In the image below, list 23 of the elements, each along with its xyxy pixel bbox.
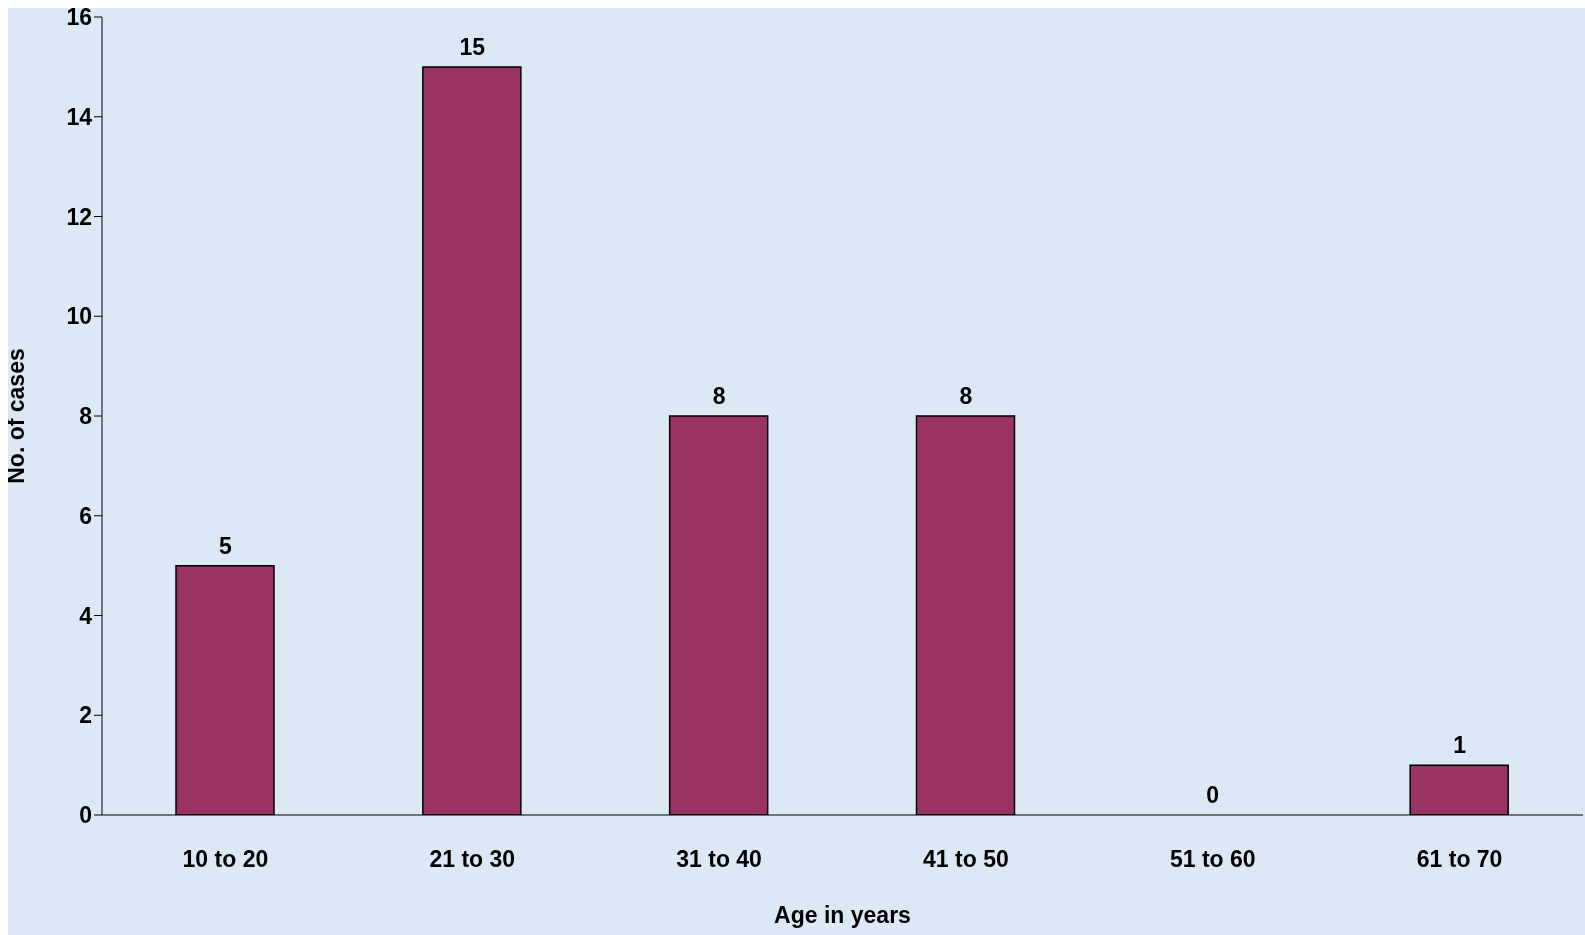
x-tick-label: 61 to 70 — [1416, 846, 1503, 873]
y-tick-label: 16 — [66, 4, 92, 31]
y-tick-label: 2 — [79, 702, 92, 729]
data-label: 5 — [219, 532, 233, 559]
data-label: 8 — [959, 383, 973, 409]
data-label: 8 — [712, 383, 726, 409]
data-label: 1 — [1453, 732, 1467, 759]
data-label: 0 — [1206, 782, 1220, 808]
y-tick-label: 12 — [66, 203, 92, 230]
y-tick-label: 14 — [66, 103, 93, 130]
x-tick-label: 41 to 50 — [923, 846, 1009, 873]
x-axis-title: Age in years — [774, 902, 911, 928]
y-tick-label: 6 — [79, 502, 92, 529]
y-tick-label: 8 — [79, 403, 93, 430]
x-tick-label: 21 to 30 — [429, 846, 516, 873]
y-tick-label: 4 — [79, 602, 93, 629]
y-tick-label: 10 — [66, 303, 92, 330]
x-tick-label: 51 to 60 — [1169, 846, 1256, 873]
data-label: 15 — [459, 33, 486, 60]
y-axis-title: No. of cases — [3, 348, 30, 484]
y-tick-label: 0 — [79, 802, 92, 829]
x-tick-label: 31 to 40 — [676, 846, 762, 873]
x-tick-label: 10 to 20 — [182, 846, 269, 873]
